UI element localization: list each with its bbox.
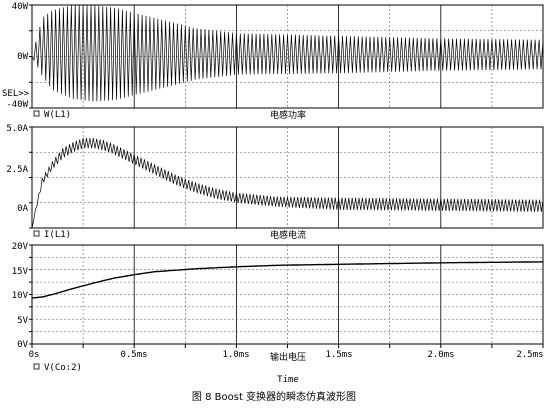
series-v-co-2-: [31, 261, 544, 299]
title-current: 电感电流: [270, 229, 306, 241]
y-tick-current-bottom: 0A: [17, 204, 28, 214]
y-tick-power-bottom: -40W: [6, 100, 28, 110]
x-tick-2: 1.0ms: [222, 350, 249, 360]
y-tick-voltage-0: 0V: [17, 340, 28, 350]
y-tick-voltage-15: 15V: [12, 267, 29, 277]
legend-marker-power: [33, 110, 40, 117]
legend-marker-current: [33, 230, 40, 237]
grid-lines: [29, 4, 544, 348]
y-tick-current-top: 5.0A: [6, 124, 28, 134]
x-tick-0: 0s: [29, 350, 40, 360]
figure-caption: 图 8 Boost 变换器的瞬态仿真波形图: [192, 390, 356, 403]
legend-marker-voltage: [33, 363, 40, 370]
y-tick-power-mid: 0W: [17, 52, 28, 62]
y-tick-current-mid: 2.5A: [6, 165, 28, 175]
x-axis-label: Time: [277, 375, 299, 385]
y-tick-power-top: 40W: [12, 2, 29, 12]
legend-current: I(L1): [44, 230, 71, 240]
series-w-l1-: [31, 4, 544, 102]
x-tick-1: 0.5ms: [120, 350, 147, 360]
x-tick-4: 2.0ms: [427, 350, 454, 360]
x-tick-5: 2.5ms: [516, 350, 543, 360]
title-power: 电感功率: [270, 109, 306, 121]
sel-marker: SEL>>: [2, 89, 30, 99]
series-i-l1-: [31, 138, 544, 229]
legend-power: W(L1): [44, 110, 71, 120]
legend-voltage: V(Co:2): [44, 363, 82, 373]
waveforms: [31, 4, 544, 299]
y-tick-voltage-20: 20V: [12, 242, 29, 252]
x-tick-3: 1.5ms: [325, 350, 352, 360]
y-tick-voltage-10: 10V: [12, 291, 29, 301]
title-voltage: 输出电压: [270, 351, 306, 363]
y-tick-voltage-5: 5V: [17, 316, 28, 326]
